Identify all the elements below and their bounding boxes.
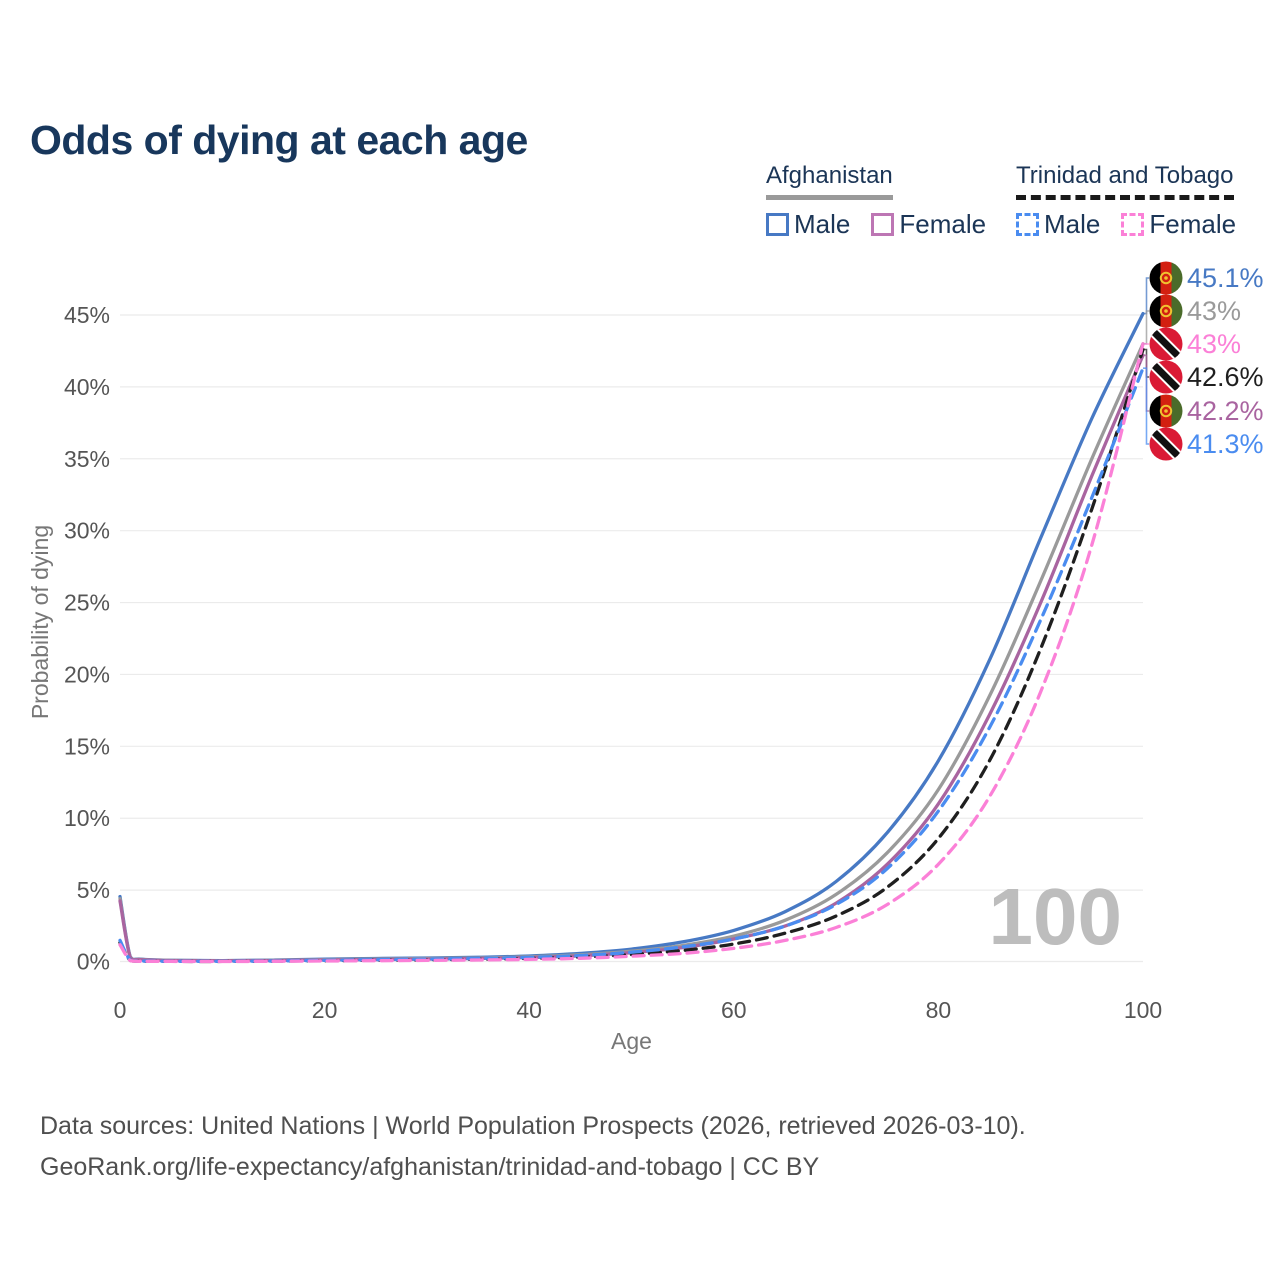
end-label-value-trinidad-and-tobago-female: 43% — [1187, 329, 1241, 359]
y-tick-label: 40% — [64, 374, 110, 400]
legend-group-afghanistan: Afghanistan Male Female — [766, 162, 986, 240]
end-label-value-trinidad-and-tobago-male: 41.3% — [1187, 429, 1264, 459]
data-sources: Data sources: United Nations | World Pop… — [40, 1106, 1026, 1188]
y-tick-label: 30% — [64, 518, 110, 544]
y-tick-label: 20% — [64, 661, 110, 687]
y-tick-label: 5% — [77, 877, 110, 903]
series-line-trinidad-and-tobago-female[interactable] — [118, 342, 1145, 964]
legend-swatch-trinidad-female[interactable] — [1121, 213, 1145, 236]
flag-icon-trinidad — [1149, 427, 1183, 461]
legend-label-trinidad-female[interactable]: Female — [1149, 209, 1237, 239]
x-tick-label: 80 — [926, 997, 952, 1023]
series-line-afghanistan-male[interactable] — [118, 311, 1145, 963]
series-line-afghanistan-all[interactable] — [118, 342, 1145, 963]
flag-icon-trinidad — [1149, 360, 1183, 394]
end-label-value-trinidad-and-tobago-all: 42.6% — [1187, 362, 1264, 392]
x-tick-label: 0 — [114, 997, 127, 1023]
x-axis-title: Age — [611, 1028, 652, 1054]
end-label-value-afghanistan-male: 45.1% — [1187, 263, 1264, 293]
data-sources-line1: Data sources: United Nations | World Pop… — [40, 1112, 1026, 1140]
age-watermark: 100 — [989, 872, 1122, 961]
legend-group-trinidad: Trinidad and Tobago Male Female — [1016, 162, 1236, 240]
flag-icon-afghanistan — [1149, 261, 1183, 295]
y-axis-title: Probability of dying — [27, 525, 53, 719]
end-label-connector — [1143, 277, 1149, 315]
legend-swatch-afghanistan-male[interactable] — [766, 213, 789, 236]
y-tick-label: 0% — [77, 949, 110, 975]
legend-swatch-trinidad-male[interactable] — [1016, 213, 1039, 236]
flag-icon-trinidad — [1149, 327, 1183, 361]
flag-icon-afghanistan — [1149, 294, 1183, 328]
x-tick-label: 60 — [721, 997, 747, 1023]
legend-group-title-afghanistan: Afghanistan — [766, 162, 893, 200]
y-tick-label: 35% — [64, 446, 110, 472]
y-tick-label: 45% — [64, 302, 110, 328]
end-label-value-afghanistan-female: 42.2% — [1187, 396, 1264, 426]
x-tick-label: 40 — [516, 997, 542, 1023]
data-sources-line2: GeoRank.org/life-expectancy/afghanistan/… — [40, 1153, 820, 1181]
y-tick-label: 25% — [64, 590, 110, 616]
x-tick-label: 100 — [1124, 997, 1162, 1023]
y-tick-label: 10% — [64, 805, 110, 831]
legend-label-afghanistan-female[interactable]: Female — [899, 209, 987, 239]
end-label-connector — [1143, 367, 1149, 445]
page-title: Odds of dying at each age — [30, 117, 528, 164]
x-tick-label: 20 — [312, 997, 338, 1023]
legend-label-trinidad-male[interactable]: Male — [1044, 209, 1101, 239]
y-tick-label: 15% — [64, 733, 110, 759]
legend-swatch-afghanistan-female[interactable] — [871, 213, 895, 236]
end-label-value-afghanistan-all: 43% — [1187, 296, 1241, 326]
flag-icon-afghanistan — [1149, 394, 1183, 428]
legend-label-afghanistan-male[interactable]: Male — [794, 209, 851, 239]
legend-group-title-trinidad: Trinidad and Tobago — [1016, 162, 1234, 200]
end-label-connector — [1143, 310, 1149, 345]
series-line-trinidad-and-tobago-all[interactable] — [118, 347, 1145, 964]
